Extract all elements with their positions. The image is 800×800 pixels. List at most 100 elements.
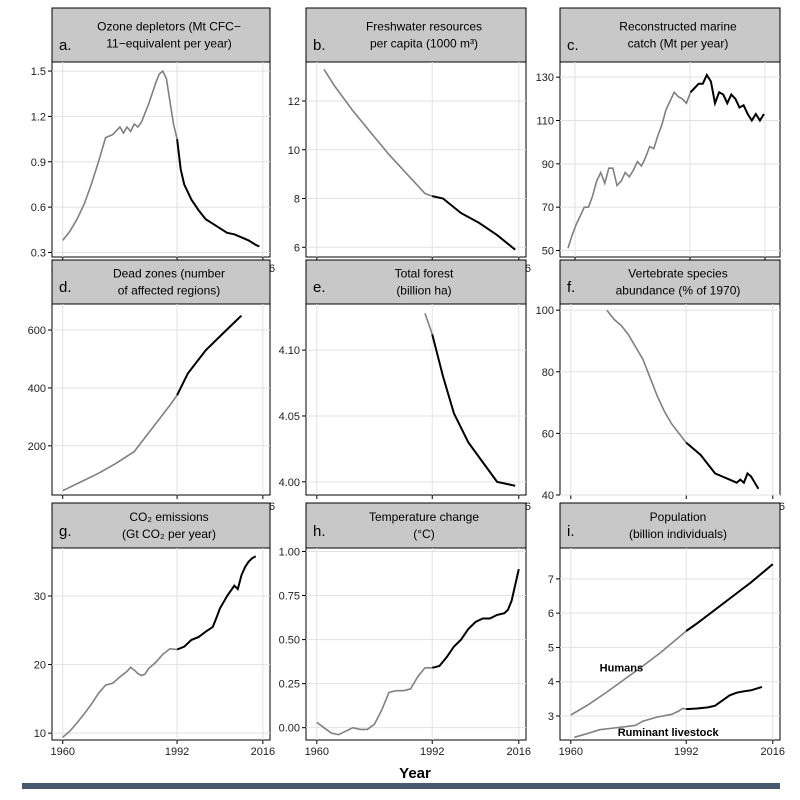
x-tick-label: 1960 bbox=[305, 746, 329, 758]
x-tick-label: 2016 bbox=[761, 746, 785, 758]
y-tick-label: 1.5 bbox=[31, 66, 46, 78]
panel-title-line: abundance (% of 1970) bbox=[616, 284, 741, 298]
panel-title-strip bbox=[559, 7, 781, 63]
panel-title-line: (billion ha) bbox=[396, 284, 451, 298]
series-label: Humans bbox=[600, 662, 643, 674]
x-tick-label: 1992 bbox=[165, 746, 189, 758]
panel-title-line: Reconstructed marine bbox=[619, 20, 737, 34]
series-label: Ruminant livestock bbox=[618, 727, 720, 739]
y-tick-label: 0.75 bbox=[279, 591, 300, 603]
y-tick-label: 7 bbox=[548, 574, 554, 586]
plot-area bbox=[51, 61, 271, 258]
panel-d: d. Dead zones (number of affected regions)… bbox=[28, 259, 275, 513]
y-tick-label: 6 bbox=[294, 242, 300, 254]
panel-c: c. Reconstructed marine catch (Mt per year… bbox=[536, 7, 781, 275]
panel-title-line: catch (Mt per year) bbox=[628, 37, 729, 51]
series-line-early bbox=[62, 647, 178, 738]
series-line-early bbox=[62, 394, 178, 492]
y-tick-label: 100 bbox=[536, 305, 554, 317]
y-tick-label: 10 bbox=[288, 145, 300, 157]
series-line-recent bbox=[689, 72, 765, 123]
series-line-recent bbox=[685, 563, 774, 632]
y-tick-label: 70 bbox=[542, 202, 554, 214]
panel-title-strip bbox=[559, 259, 781, 305]
panel-letter: c. bbox=[567, 37, 579, 54]
panel-letter: d. bbox=[59, 279, 72, 296]
y-tick-label: 130 bbox=[536, 72, 554, 84]
y-tick-label: 110 bbox=[536, 116, 554, 128]
series-line-early bbox=[323, 68, 433, 197]
panel-title-line: Total forest bbox=[395, 267, 454, 281]
panel-title-line: Ozone depletors (Mt CFC− bbox=[97, 20, 241, 34]
panel-letter: e. bbox=[313, 279, 326, 296]
panel-letter: h. bbox=[313, 523, 326, 540]
panel-title-line: Temperature change bbox=[369, 510, 479, 524]
panel-title-strip bbox=[559, 502, 781, 549]
panel-letter: b. bbox=[313, 37, 326, 54]
panel-letter: g. bbox=[59, 523, 72, 540]
y-tick-label: 0.9 bbox=[31, 157, 46, 169]
series-line-recent bbox=[431, 195, 516, 251]
series-line-early bbox=[567, 90, 692, 249]
y-tick-label: 40 bbox=[542, 490, 554, 502]
series-line-early bbox=[424, 312, 433, 335]
y-tick-label: 5 bbox=[548, 642, 554, 654]
panel-title-line: Vertebrate species bbox=[628, 267, 727, 281]
plot-area bbox=[559, 61, 781, 258]
y-tick-label: 0.00 bbox=[279, 723, 300, 735]
plot-area bbox=[559, 303, 781, 496]
series-line-early bbox=[316, 667, 433, 736]
panel-title-line: Freshwater resources bbox=[366, 20, 482, 34]
series-line-recent bbox=[685, 441, 760, 490]
series-line-recent bbox=[431, 568, 520, 669]
y-tick-label: 0.3 bbox=[31, 247, 46, 259]
panel-f: f. Vertebrate species abundance (% of 1970… bbox=[536, 259, 785, 513]
x-tick-label: 1992 bbox=[420, 746, 444, 758]
panel-g: g. CO₂ emissions (Gt CO₂ per year) 1960 1992… bbox=[34, 502, 275, 758]
y-tick-label: 12 bbox=[288, 96, 300, 108]
series-line-recent bbox=[176, 555, 257, 651]
panel-title-line: (billion individuals) bbox=[629, 527, 727, 541]
panel-title-line: (°C) bbox=[413, 527, 434, 541]
series-line-early bbox=[606, 309, 687, 444]
panel-title-line: CO₂ emissions bbox=[129, 510, 208, 524]
series-line-early bbox=[574, 707, 687, 739]
panel-b: b. Freshwater resources per capita (1000 m… bbox=[288, 7, 531, 275]
y-tick-label: 80 bbox=[542, 367, 554, 379]
panel-e: e.Total forest(billion ha)1960199220164.… bbox=[279, 259, 531, 513]
panel-letter: a. bbox=[59, 37, 72, 54]
plot-area bbox=[51, 303, 271, 496]
series-line-recent bbox=[686, 685, 763, 711]
panel-title-strip bbox=[305, 259, 527, 305]
panel-letter: i. bbox=[567, 523, 575, 540]
window-bottom-bar bbox=[22, 783, 780, 789]
y-tick-label: 6 bbox=[548, 608, 554, 620]
x-tick-label: 1992 bbox=[674, 746, 698, 758]
series-line-recent bbox=[176, 314, 243, 396]
x-tick-label: 1960 bbox=[559, 746, 583, 758]
y-tick-label: 10 bbox=[34, 728, 46, 740]
y-tick-label: 200 bbox=[28, 441, 46, 453]
y-tick-label: 4.00 bbox=[279, 477, 300, 489]
x-tick-label: 2016 bbox=[507, 746, 531, 758]
y-tick-label: 4.10 bbox=[279, 345, 300, 357]
panel-h: h. Temperature change (°C) 1960 1992 2016 0.00… bbox=[279, 502, 531, 758]
panel-title-line: of affected regions) bbox=[118, 284, 221, 298]
panel-title-strip bbox=[305, 502, 527, 549]
y-tick-label: 0.50 bbox=[279, 635, 300, 647]
y-tick-label: 90 bbox=[542, 159, 554, 171]
plot-area bbox=[305, 61, 527, 258]
y-tick-label: 30 bbox=[34, 591, 46, 603]
plot-area bbox=[305, 547, 527, 741]
x-axis-title: Year bbox=[399, 765, 431, 782]
y-tick-label: 600 bbox=[28, 325, 46, 337]
y-tick-label: 50 bbox=[542, 246, 554, 258]
panel-title-strip bbox=[51, 7, 271, 63]
panel-title-line: (Gt CO₂ per year) bbox=[122, 527, 216, 541]
x-tick-label: 1960 bbox=[50, 746, 74, 758]
y-tick-label: 400 bbox=[28, 383, 46, 395]
y-tick-label: 1.2 bbox=[31, 111, 46, 123]
panel-title-strip bbox=[51, 259, 271, 305]
